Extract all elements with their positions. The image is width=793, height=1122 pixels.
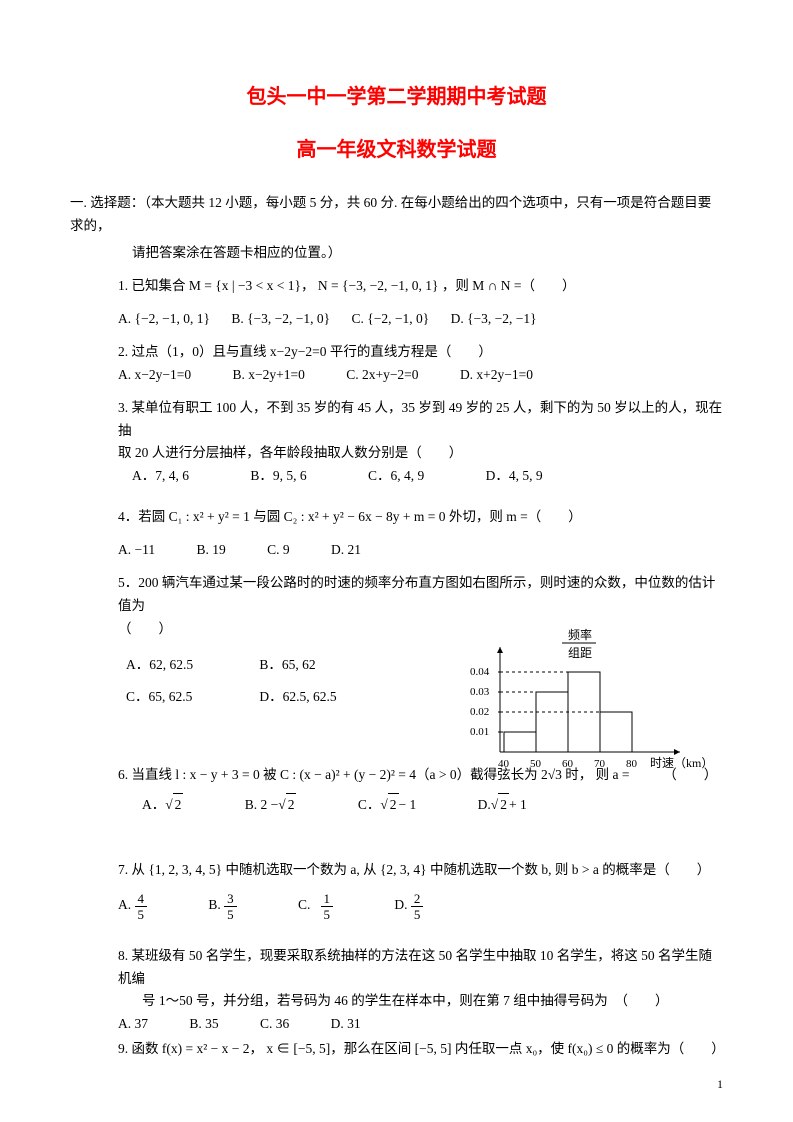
ytick-0.02: 0.02 — [470, 706, 489, 718]
q1-text: 1. 已知集合 M = {x | −3 < x < 1}， N = {−3, −… — [118, 278, 576, 293]
q2-option-a: A. x−2y−1=0 — [118, 364, 191, 387]
q4-text: 4．若圆 C₁ : x² + y² = 1 与圆 C₂ : x² + y² − … — [118, 509, 582, 524]
q6-option-d: D. √2 + 1 — [478, 793, 527, 817]
q5-option-a: A．62, 62.5 — [126, 649, 256, 681]
q7c-num: 1 — [321, 892, 334, 907]
q4-option-c: C. 9 — [267, 539, 290, 562]
question-1: 1. 已知集合 M = {x | −3 < x < 1}， N = {−3, −… — [70, 275, 723, 298]
x-axis-arrow — [674, 749, 680, 755]
q6-option-a: A．√2 — [142, 793, 183, 817]
q6-option-b: B. 2 − √2 — [245, 793, 297, 817]
q7-option-a: A. 45 — [118, 892, 147, 921]
question-9: 9. 函数 f(x) = x² − x − 2， x ∈ [−5, 5]，那么在… — [70, 1038, 723, 1061]
section-instructions-line2: 请把答案涂在答题卡相应的位置。） — [70, 242, 723, 265]
q8-option-b: B. 35 — [189, 1013, 218, 1036]
question-3-line2: 取 20 人进行分层抽样，各年龄段抽取人数分别是（ ） — [70, 442, 723, 465]
bar-70-80 — [600, 712, 632, 752]
histogram-svg: 频率 组距 0.04 0.03 0.02 0.01 — [450, 627, 720, 777]
question-8-line1: 8. 某班级有 50 名学生，现要采取系统抽样的方法在这 50 名学生中抽取 1… — [70, 945, 723, 991]
q3-option-d: D．4, 5, 9 — [486, 465, 543, 488]
q7c-den: 5 — [321, 907, 334, 921]
q6d-sqrt: 2 — [498, 793, 509, 817]
q6d-post: + 1 — [509, 794, 527, 817]
xtick-60: 60 — [562, 758, 574, 770]
question-3-line1: 3. 某单位有职工 100 人，不到 35 岁的有 45 人，35 岁到 49 … — [70, 397, 723, 443]
bar-40-50 — [504, 732, 536, 752]
chart-ylabel-bot: 组距 — [568, 646, 592, 660]
q1-option-c: C. {−2, −1, 0} — [352, 308, 430, 331]
q2-option-b: B. x−2y+1=0 — [232, 364, 304, 387]
q7d-num: 2 — [411, 892, 424, 907]
q3-option-a: A．7, 4, 6 — [132, 465, 189, 488]
q6c-post: − 1 — [399, 794, 417, 817]
xtick-40: 40 — [498, 758, 510, 770]
q4-option-d: D. 21 — [331, 539, 361, 562]
xtick-50: 50 — [530, 758, 542, 770]
exam-page: 包头一中一学第二学期期中考试题 高一年级文科数学试题 一. 选择题：（本大题共 … — [0, 0, 793, 1101]
q7d-den: 5 — [411, 907, 424, 921]
q8-option-a: A. 37 — [118, 1013, 148, 1036]
q2-option-d: D. x+2y−1=0 — [460, 364, 533, 387]
y-axis-arrow — [497, 647, 503, 653]
title-main: 包头一中一学第二学期期中考试题 — [70, 80, 723, 109]
q4-option-a: A. −11 — [118, 539, 155, 562]
xtick-80: 80 — [626, 758, 638, 770]
q8-option-d: D. 31 — [331, 1013, 361, 1036]
chart-xlabel: 时速（km） — [650, 756, 713, 770]
q6-option-c: C．√2 − 1 — [358, 793, 416, 817]
q7b-num: 3 — [224, 892, 237, 907]
q7b-den: 5 — [224, 907, 237, 921]
title-sub: 高一年级文科数学试题 — [70, 133, 723, 162]
histogram-chart: 频率 组距 0.04 0.03 0.02 0.01 — [450, 627, 720, 782]
section-instructions-line1: 一. 选择题：（本大题共 12 小题，每小题 5 分，共 60 分. 在每小题给… — [70, 192, 723, 238]
q6b-sqrt: 2 — [286, 793, 297, 817]
q5-option-d: D．62.5, 62.5 — [259, 681, 336, 713]
q5-option-b: B．65, 62 — [259, 649, 315, 681]
q3-option-c: C．6, 4, 9 — [368, 465, 424, 488]
question-5-line1: 5．200 辆汽车通过某一段公路时的时速的频率分布直方图如右图所示，则时速的众数… — [70, 572, 723, 618]
q6b-pre: B. 2 − — [245, 794, 279, 817]
q1-option-b: B. {−3, −2, −1, 0} — [231, 308, 330, 331]
q2-option-c: C. 2x+y−2=0 — [346, 364, 418, 387]
q3-option-b: B．9, 5, 6 — [250, 465, 306, 488]
q9-text: 9. 函数 f(x) = x² − x − 2， x ∈ [−5, 5]，那么在… — [118, 1041, 725, 1056]
question-8-line2: 号 1～50 号，并分组，若号码为 46 的学生在样本中，则在第 7 组中抽得号… — [70, 990, 723, 1013]
q7-text: 7. 从 {1, 2, 3, 4, 5} 中随机选取一个数为 a, 从 {2, … — [118, 862, 710, 877]
q7-option-d: D. 25 — [394, 892, 423, 921]
page-number: 1 — [717, 1077, 723, 1092]
question-4: 4．若圆 C₁ : x² + y² = 1 与圆 C₂ : x² + y² − … — [70, 506, 723, 529]
q1-option-a: A. {−2, −1, 0, 1} — [118, 308, 210, 331]
question-2: 2. 过点（1，0）且与直线 x−2y−2=0 平行的直线方程是（ ） — [70, 341, 723, 364]
q7-option-c: C. 15 — [298, 892, 333, 921]
q5-body: A．62, 62.5 B．65, 62 C．65, 62.5 D．62.5, 6… — [70, 649, 723, 714]
chart-ylabel-top: 频率 — [568, 627, 592, 642]
q1-option-d: D. {−3, −2, −1} — [451, 308, 537, 331]
q7d-label: D. — [394, 894, 407, 917]
q7b-label: B. — [208, 894, 220, 917]
q7a-label: A. — [118, 894, 131, 917]
q7c-label: C. — [298, 894, 310, 917]
q6c-pre: C． — [358, 794, 381, 817]
q6a-sqrt: 2 — [173, 793, 184, 817]
ytick-0.04: 0.04 — [470, 666, 490, 678]
q6a-pre: A． — [142, 794, 165, 817]
q7-option-b: B. 35 — [208, 892, 236, 921]
q7a-num: 4 — [135, 892, 148, 907]
question-7: 7. 从 {1, 2, 3, 4, 5} 中随机选取一个数为 a, 从 {2, … — [70, 859, 723, 882]
q5-option-c: C．65, 62.5 — [126, 681, 256, 713]
q7a-den: 5 — [135, 907, 148, 921]
ytick-0.01: 0.01 — [470, 726, 489, 738]
bar-50-60 — [536, 692, 568, 752]
q6d-pre: D. — [478, 794, 491, 817]
q4-option-b: B. 19 — [197, 539, 226, 562]
q6c-sqrt: 2 — [388, 793, 399, 817]
ytick-0.03: 0.03 — [470, 686, 490, 698]
q8-option-c: C. 36 — [260, 1013, 289, 1036]
xtick-70: 70 — [594, 758, 606, 770]
